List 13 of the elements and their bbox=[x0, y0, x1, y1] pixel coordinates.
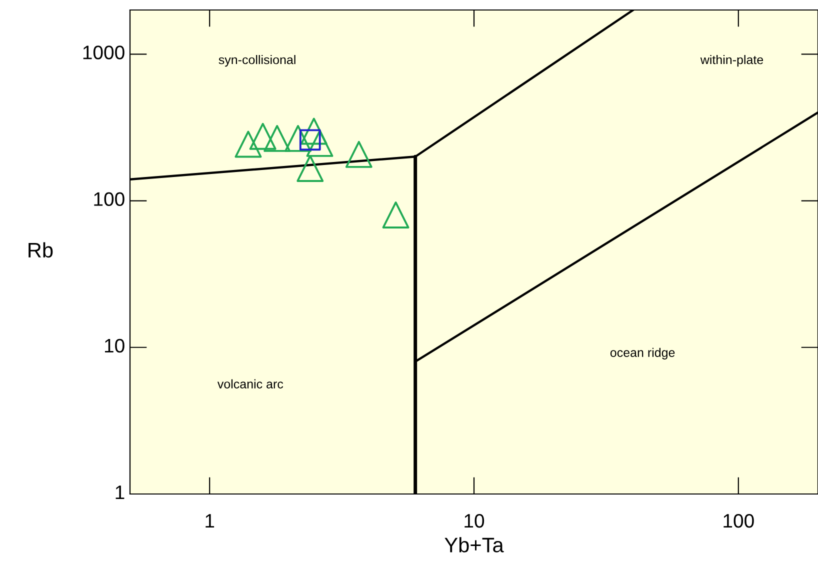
annotation: ocean ridge bbox=[610, 348, 675, 360]
annotation: within-plate bbox=[700, 54, 764, 67]
y-tick-label: 1 bbox=[116, 486, 124, 500]
annotation: syn-collisional bbox=[218, 54, 296, 67]
y-tick-label: 1000 bbox=[83, 46, 124, 60]
x-tick-label: 10 bbox=[464, 514, 484, 528]
y-tick-label: 100 bbox=[94, 192, 124, 206]
x-tick-label: 100 bbox=[724, 514, 754, 528]
x-axis-title: Yb+Ta bbox=[444, 537, 504, 552]
y-axis-title: Rb bbox=[28, 242, 53, 258]
x-tick-label: 1 bbox=[206, 514, 214, 528]
annotation: volcanic arc bbox=[217, 379, 284, 388]
y-tick-label: 10 bbox=[104, 338, 124, 353]
